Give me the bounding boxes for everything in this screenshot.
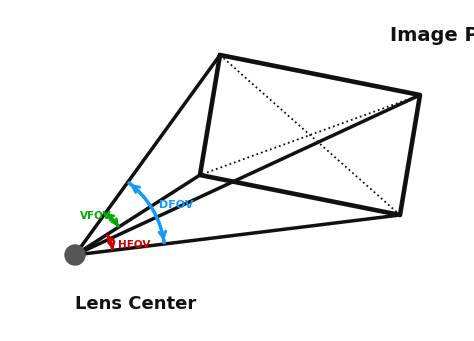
Text: Image Plane: Image Plane (390, 26, 474, 45)
Text: VFOV: VFOV (80, 211, 111, 221)
Circle shape (65, 245, 85, 265)
Text: Lens Center: Lens Center (75, 295, 196, 313)
Text: DFOV: DFOV (159, 200, 194, 210)
Text: HFOV: HFOV (118, 240, 151, 250)
